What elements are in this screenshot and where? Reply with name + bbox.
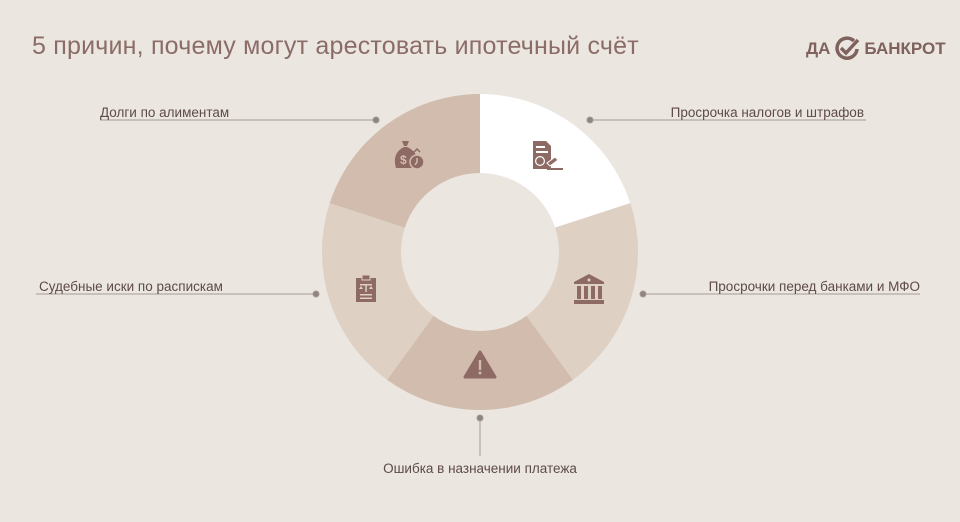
logo: ДА БАНКРОТ <box>806 36 946 62</box>
connector-dot-4 <box>312 290 320 298</box>
checkmark-logo-icon <box>835 36 860 60</box>
logo-text-right: БАНКРОТ <box>864 39 946 58</box>
bank-icon <box>574 274 604 304</box>
donut-segment <box>321 203 434 380</box>
money-bag-icon: $ <box>394 141 425 170</box>
label-banks-mfo: Просрочки перед банками и МФО <box>708 279 920 294</box>
svg-text:$: $ <box>400 153 407 167</box>
tax-document-gavel-icon <box>533 141 563 170</box>
logo-text-left: ДА <box>806 39 831 58</box>
connector-dot-5 <box>372 116 380 124</box>
connector-dot-2 <box>639 290 647 298</box>
connector-dot-1 <box>586 116 594 124</box>
warning-icon <box>463 350 497 379</box>
connector-dot-3 <box>476 414 484 422</box>
label-court-claims: Судебные иски по распискам <box>39 279 223 294</box>
label-payment-error: Ошибка в назначении платежа <box>383 461 577 476</box>
label-tax-fines: Просрочка налогов и штрафов <box>670 105 864 120</box>
court-document-scales-icon <box>356 274 376 302</box>
donut-segment <box>526 203 639 380</box>
page-title: 5 причин, почему могут арестовать ипотеч… <box>32 32 639 60</box>
label-alimony: Долги по алиментам <box>100 105 230 120</box>
